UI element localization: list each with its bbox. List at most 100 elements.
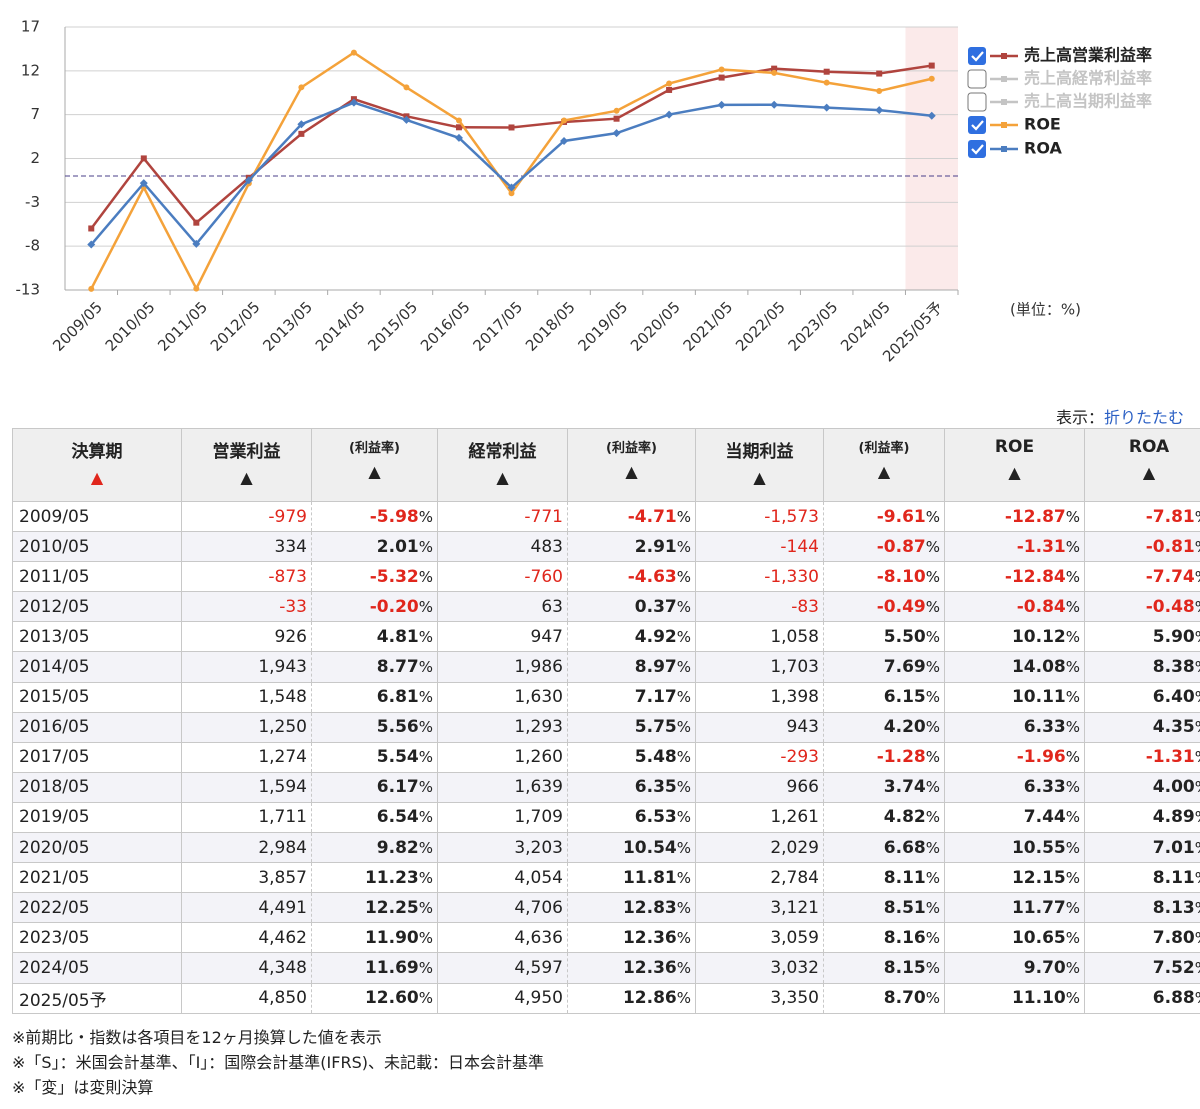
table-row: 2020/05 2,984 9.82% 3,203 10.54% 2,029 6.68% 10… (12, 832, 1200, 864)
cell-value: 5.90 (1152, 626, 1195, 647)
sort-icon[interactable]: ▲ (625, 462, 638, 481)
cell-value: -1.31 (1145, 747, 1195, 768)
sort-icon[interactable]: ▲ (877, 462, 891, 481)
point (561, 117, 568, 124)
cell-unit: % (1195, 899, 1200, 917)
cell-unit: % (418, 778, 433, 797)
header-text: ROA (1128, 437, 1170, 457)
sort-icon[interactable]: ▲ (368, 462, 381, 481)
cell-value: 6.68 (883, 837, 926, 858)
sort-icon[interactable]: ▲ (1142, 463, 1156, 482)
cell-value: 6.33 (1023, 777, 1066, 798)
table-cell: 1,250 (181, 711, 312, 743)
x-tick-label: 2018/05 (522, 298, 579, 355)
checkmark (971, 144, 984, 155)
collapse-link[interactable]: 折りたたむ (1103, 408, 1184, 427)
cell-unit: % (1065, 658, 1080, 677)
cell-unit: % (418, 838, 433, 857)
table-cell: 2,984 (181, 832, 312, 864)
cell-unit: % (676, 507, 691, 526)
table-cell: 1,630 (437, 681, 568, 713)
cell-value: 4.92 (634, 626, 677, 647)
x-tick-label: 2022/05 (732, 298, 789, 355)
point (298, 130, 305, 137)
table-row: 2025/05予 4,850 12.60% 4,950 12.86% 3,350 8.70%… (12, 982, 1200, 1014)
sort-icon[interactable]: ▲ (753, 468, 766, 487)
legend-label: ROE (1024, 115, 1061, 134)
cell-unit: % (925, 808, 940, 827)
cell-value: 4.89 (1152, 807, 1195, 828)
table-cell: 2015/05 (12, 681, 182, 713)
cell-unit: % (925, 898, 940, 917)
table-cell: 8.77% (311, 651, 438, 683)
table-cell: 11.10% (944, 982, 1085, 1014)
cell-unit: % (418, 597, 433, 616)
table-cell: 334 (181, 531, 312, 563)
cell-unit: % (1065, 537, 1080, 556)
y-tick-label: 7 (30, 105, 40, 123)
legend-item[interactable]: 売上高営業利益率 (968, 46, 1152, 66)
cell-unit: % (1065, 989, 1080, 1008)
y-tick-label: 12 (21, 61, 40, 79)
column-header: ROA ▲ (1084, 428, 1200, 502)
legend-item[interactable]: ROA (968, 139, 1062, 159)
cell-value: 5.75 (634, 717, 677, 738)
cell-value: 0.37 (634, 596, 677, 617)
table-cell: 63 (437, 591, 568, 623)
table-row: 2013/05 926 4.81% 947 4.92% 1,058 5.50% 10.12% 5… (12, 621, 1200, 653)
sort-icon[interactable]: ▲ (90, 468, 104, 487)
table-cell: 6.81% (311, 681, 438, 713)
table-cell: -0.81% (1084, 531, 1200, 563)
cell-value: -1,330 (764, 566, 819, 587)
table-cell: 11.69% (311, 952, 438, 984)
cell-value: -7.74 (1145, 566, 1195, 587)
table-cell: 4,850 (181, 982, 312, 1014)
table-row: 2024/05 4,348 11.69% 4,597 12.36% 3,032 8.15% 9… (12, 952, 1200, 984)
legend-item[interactable]: 売上高経常利益率 (967, 69, 1152, 89)
cell-value: 1,548 (258, 687, 307, 708)
note: ※前期比・指数は各項目を12ヶ月換算した値を表示 (12, 1028, 382, 1047)
cell-value: 7.52 (1152, 957, 1195, 978)
sort-icon[interactable]: ▲ (240, 468, 253, 487)
cell-value: -12.84 (1004, 566, 1066, 587)
legend-item[interactable]: ROE (968, 115, 1061, 135)
cell-value: 10.12 (1011, 626, 1066, 647)
legend-item[interactable]: 売上高当期利益率 (967, 92, 1152, 112)
x-tick-label: 2021/05 (680, 298, 737, 355)
cell-unit: % (418, 748, 433, 767)
point (928, 75, 935, 82)
cell-value: 2021/05 (19, 867, 90, 888)
cell-value: 2014/05 (19, 657, 90, 678)
cell-value: 4,597 (514, 957, 563, 978)
table-cell: -12.84% (944, 561, 1085, 593)
cell-value: 12.15 (1011, 867, 1066, 888)
sort-icon[interactable]: ▲ (496, 468, 509, 487)
cell-value: 2010/05 (19, 536, 90, 557)
cell-value: 2020/05 (19, 837, 90, 858)
table-cell: 8.97% (567, 651, 696, 683)
table-row: 2018/05 1,594 6.17% 1,639 6.35% 966 3.74% 6.33%… (12, 771, 1200, 803)
cell-value: -144 (780, 536, 819, 557)
cell-value: -5.32 (369, 566, 419, 587)
table-cell: 6.53% (567, 801, 696, 834)
cell-unit: % (925, 658, 940, 677)
cell-value: 6.35 (634, 777, 677, 798)
table-cell: 8.15% (823, 952, 945, 984)
cell-value: 943 (786, 717, 819, 738)
table-cell: 1,594 (181, 771, 312, 803)
x-tick-label: 2011/05 (154, 298, 211, 355)
series-line (90, 64, 932, 230)
cell-unit: % (1195, 508, 1200, 526)
x-tick-label: 2009/05 (49, 298, 106, 355)
table-cell: 7.52% (1084, 952, 1200, 984)
cell-value: 1,058 (770, 626, 819, 647)
sort-icon[interactable]: ▲ (1008, 463, 1021, 482)
cell-unit: % (1195, 598, 1200, 616)
table-cell: 2012/05 (12, 591, 182, 623)
cell-unit: % (418, 567, 433, 586)
table-cell: -873 (181, 561, 312, 593)
cell-value: 8.11 (1152, 867, 1195, 888)
table-cell: -12.87% (944, 500, 1085, 533)
table-cell: 6.33% (944, 771, 1085, 803)
